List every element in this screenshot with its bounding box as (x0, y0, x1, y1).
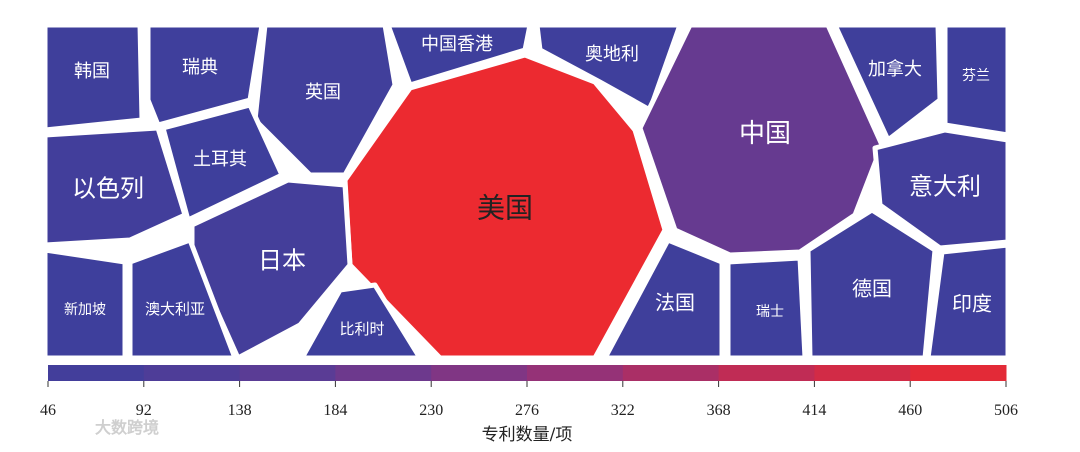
voronoi-cell (725, 255, 808, 361)
colorbar-tick-label: 460 (898, 402, 922, 419)
colorbar-segment (335, 365, 432, 381)
colorbar-segment (143, 365, 241, 381)
voronoi-cell (299, 282, 423, 361)
voronoi-cell (942, 22, 1011, 138)
voronoi-cell (872, 127, 1011, 251)
voronoi-cell (145, 22, 265, 128)
cell-label: 美国 (477, 192, 533, 225)
cell-label: 德国 (852, 277, 892, 301)
cell-label: 奥地利 (585, 44, 639, 65)
cell-label: 新加坡 (64, 302, 106, 318)
cell-label: 印度 (952, 292, 992, 316)
voronoi-cell (534, 22, 683, 113)
colorbar-tick-label: 46 (40, 402, 56, 419)
voronoi-cell (42, 125, 188, 248)
colorbar-tick-label: 184 (323, 402, 347, 419)
cell-label: 土耳其 (193, 149, 247, 170)
cell-label: 法国 (655, 291, 695, 315)
cell-label: 中国香港 (421, 34, 493, 55)
cell-label: 澳大利亚 (145, 300, 205, 318)
voronoi-cell (42, 22, 145, 133)
colorbar-tick-label: 92 (136, 402, 152, 419)
colorbar-tick-label: 138 (228, 402, 252, 419)
cell-label: 英国 (305, 82, 341, 103)
colorbar-segment (431, 365, 528, 381)
cell-label: 瑞典 (182, 57, 218, 78)
cell-label: 瑞士 (756, 304, 784, 320)
cell-label: 意大利 (909, 173, 981, 201)
voronoi-cell (925, 242, 1011, 361)
colorbar-tick-label: 230 (419, 402, 443, 419)
voronoi-cell (832, 22, 943, 143)
cell-label: 比利时 (339, 320, 384, 338)
colorbar-segment (622, 365, 720, 381)
colorbar-segment (527, 365, 624, 381)
colorbar-segment (814, 365, 911, 381)
colorbar-tick-label: 276 (515, 402, 539, 419)
watermark: 大数跨境 (95, 418, 159, 437)
voronoi-cell (602, 237, 725, 361)
voronoi-cell (385, 22, 533, 88)
cell-label: 韩国 (74, 61, 110, 82)
colorbar-segment (910, 365, 1007, 381)
colorbar-tick-label: 368 (707, 402, 731, 419)
colorbar-segment (718, 365, 815, 381)
colorbar-segment (48, 365, 145, 381)
colorbar-tick-label: 506 (994, 402, 1018, 419)
colorbar-segment (239, 365, 336, 381)
voronoi-cell (160, 102, 285, 223)
voronoi-cell (805, 207, 938, 361)
colorbar-label: 专利数量/项 (482, 425, 573, 445)
cell-label: 中国 (739, 119, 791, 149)
cell-label: 加拿大 (868, 58, 922, 80)
cell-label: 芬兰 (962, 68, 990, 84)
colorbar-tick-label: 322 (611, 402, 635, 419)
colorbar-tick-label: 414 (802, 402, 826, 419)
cell-label: 日本 (258, 247, 306, 275)
voronoi-cell (127, 237, 238, 361)
voronoi-cell (637, 22, 885, 258)
voronoi-cell (42, 247, 128, 361)
cell-label: 以色列 (72, 175, 144, 203)
